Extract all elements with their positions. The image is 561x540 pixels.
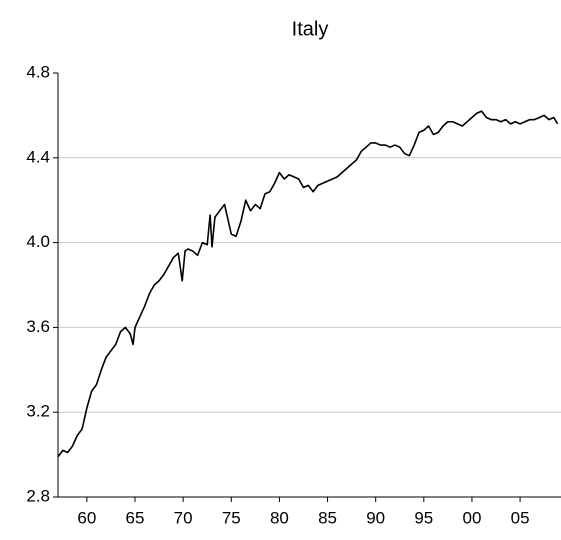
x-tick-label: 60 [77, 508, 96, 527]
x-tick-label: 85 [318, 508, 337, 527]
x-tick-label: 75 [222, 508, 241, 527]
x-tick-label: 80 [270, 508, 289, 527]
chart-title: Italy [292, 18, 329, 40]
x-tick-label: 90 [366, 508, 385, 527]
x-tick-label: 00 [462, 508, 481, 527]
x-tick-label: 95 [414, 508, 433, 527]
x-tick-label: 70 [174, 508, 193, 527]
x-tick-label: 65 [126, 508, 145, 527]
y-tick-label: 3.2 [26, 402, 50, 421]
x-tick-label: 05 [511, 508, 530, 527]
y-tick-label: 3.6 [26, 317, 50, 336]
y-tick-label: 4.0 [26, 232, 50, 251]
y-tick-label: 4.4 [26, 147, 50, 166]
y-tick-label: 2.8 [26, 486, 50, 505]
series-line [57, 110, 559, 458]
y-tick-label: 4.8 [26, 62, 50, 81]
